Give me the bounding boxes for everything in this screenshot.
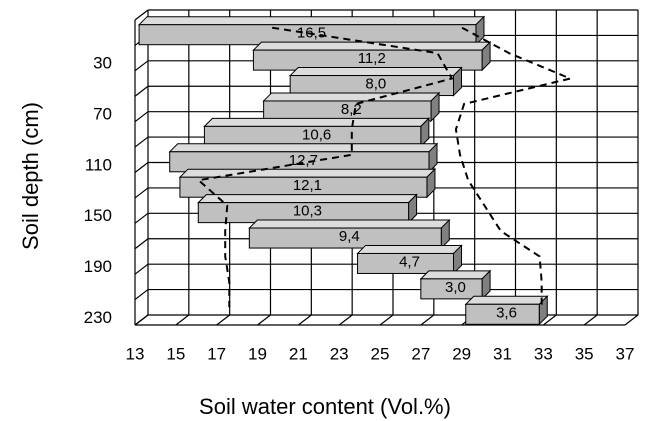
x-tick-label: 33 (534, 344, 553, 363)
wall-line (134, 136, 149, 148)
bar (357, 252, 454, 274)
x-tick-label: 27 (411, 344, 430, 363)
wall-line (134, 162, 149, 173)
bar-top (262, 92, 441, 102)
x-tick-label: 25 (371, 344, 390, 363)
bar-label: 10,6 (302, 126, 331, 143)
bar-label: 4,7 (399, 253, 420, 270)
floor-line (542, 314, 557, 326)
bar-label: 8,0 (365, 76, 386, 93)
floor-line (216, 314, 231, 326)
floor-line (338, 314, 353, 326)
x-tick-label: 31 (493, 344, 512, 363)
x-tick-label: 29 (452, 344, 471, 363)
y-tick-label: 150 (84, 206, 112, 225)
x-tick-label: 13 (126, 344, 145, 363)
bar (465, 303, 540, 325)
dashed-line (454, 26, 574, 308)
wall-line (134, 187, 149, 199)
y-tick-label: 190 (84, 257, 112, 276)
wall-line (134, 314, 149, 326)
bar-label: 3,6 (496, 304, 517, 321)
wall-line (134, 60, 149, 72)
dashed-line (196, 26, 454, 308)
wall-line (134, 111, 149, 123)
x-tick-label: 19 (248, 344, 267, 363)
bar-label: 12,1 (293, 177, 322, 194)
x-tick-label: 17 (207, 344, 226, 363)
bar-label: 8,2 (341, 101, 362, 118)
wall-line (134, 238, 149, 250)
floor-line (175, 314, 190, 326)
y-tick-label: 70 (93, 104, 112, 123)
floor-line (297, 314, 312, 326)
y-tick-label: 30 (93, 54, 112, 73)
wall-line (134, 85, 149, 97)
wall-line (134, 212, 149, 224)
bar-top (248, 219, 451, 229)
y-tick-label: 110 (85, 155, 112, 174)
wall-line (134, 289, 149, 301)
wall-line (134, 9, 149, 21)
x-axis-title: Soil water content (Vol.%) (199, 394, 451, 419)
y-axis-title: Soil depth (cm) (18, 102, 43, 250)
x-tick-label: 21 (289, 344, 308, 363)
floor-line (379, 314, 394, 326)
floor-line (257, 314, 271, 326)
bar (248, 227, 442, 249)
x-tick-label: 15 (166, 344, 185, 363)
bar (420, 278, 483, 300)
bar-top (137, 16, 486, 26)
wall-line (134, 263, 149, 275)
bar-top (464, 295, 549, 305)
bar-label: 10,3 (293, 203, 322, 220)
bar-label: 9,4 (339, 228, 360, 245)
bar-top (168, 143, 439, 153)
floor-line (624, 314, 639, 326)
bar-top (419, 270, 492, 280)
y-tick-label: 230 (84, 308, 112, 327)
bar-label: 12,7 (289, 152, 318, 169)
bar-top (197, 194, 418, 204)
x-tick-label: 37 (616, 344, 635, 363)
bar-top (203, 117, 431, 127)
floor-line (583, 314, 598, 326)
floor-line (420, 314, 435, 326)
bar-label: 11,2 (358, 50, 386, 67)
x-tick-label: 35 (575, 344, 594, 363)
bar-top (288, 67, 463, 77)
bar-top (356, 244, 463, 254)
bar-label: 3,0 (445, 279, 466, 296)
x-tick-label: 23 (330, 344, 349, 363)
